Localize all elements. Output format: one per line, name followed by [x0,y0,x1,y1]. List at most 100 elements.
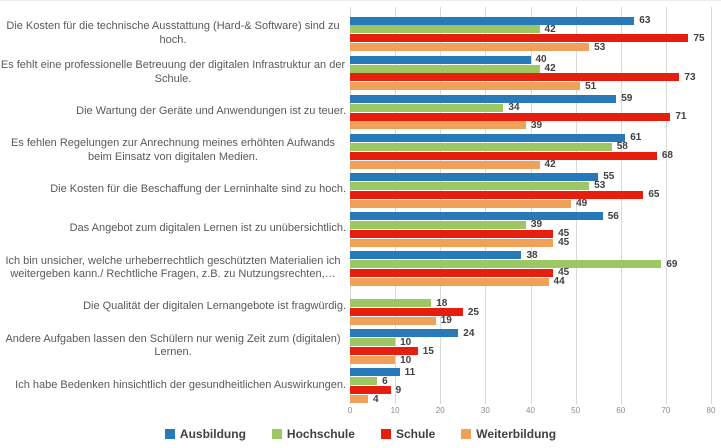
value-label: 11 [404,366,416,378]
bar-hochschule [350,25,540,34]
bar-weiterbildung [350,43,590,52]
legend-label: Weiterbildung [476,427,557,441]
gridline [575,7,577,404]
legend: Ausbildung Hochschule Schule Weiterbildung [0,424,721,444]
x-tick-label: 20 [435,406,445,415]
gridline [620,7,622,404]
bar-schule [350,347,418,356]
bar-hochschule [350,338,396,347]
category-label: Das Angebot zum digitalen Lernen ist zu … [69,222,346,235]
bar-schule [350,112,671,121]
category-label: Die Kosten für die Beschaffung der Lerni… [50,183,346,196]
value-label: 39 [530,219,543,231]
bar-hochschule [350,181,590,190]
x-tick-label: 40 [526,406,535,415]
x-tick-label: 10 [390,406,400,415]
value-label: 44 [553,276,565,288]
value-label: 58 [616,141,628,153]
x-tick-label: 80 [706,406,716,415]
bar-ausbildung [350,329,459,338]
value-label: 34 [508,102,520,114]
x-tick-label: 50 [571,406,581,415]
value-label: 40 [535,54,547,66]
bar-schule [350,190,644,199]
legend-item-schule: Schule [380,427,435,441]
bar-hochschule [350,260,662,268]
legend-swatch-icon [461,429,472,439]
bar-schule [350,229,554,238]
category-label: Die Wartung der Geräte und Anwendungen i… [76,104,346,117]
value-label: 73 [684,71,696,83]
bar-weiterbildung [350,199,572,208]
value-label: 39 [530,119,543,131]
value-label: 71 [675,111,687,122]
value-label: 56 [607,210,619,222]
legend-swatch-icon [271,429,282,439]
value-label: 4 [373,393,379,405]
value-label: 25 [467,306,479,318]
value-label: 75 [693,32,705,44]
bar-ausbildung [350,172,599,181]
gridline [665,7,667,404]
bar-hochschule [350,299,432,308]
bar-schule [350,73,680,82]
bar-hochschule [350,220,526,229]
bar-schule [350,151,657,160]
category-label: Es fehlt eine professionelle Betreuung d… [0,59,346,85]
value-label: 19 [440,315,452,327]
x-tick-label: 0 [347,406,353,415]
legend-label: Ausbildung [179,427,246,441]
value-label: 68 [661,150,673,162]
value-label: 10 [400,354,412,366]
value-label: 42 [544,63,556,74]
category-label: Andere Aufgaben lassen den Schülern nur … [5,332,341,359]
value-label: 42 [544,159,556,170]
legend-item-ausbildung: Ausbildung [164,427,246,441]
x-tick-label: 60 [616,406,626,415]
bar-weiterbildung [350,82,581,91]
x-tick-label: 30 [480,406,490,415]
value-label: 42 [544,23,556,35]
value-label: 10 [400,336,412,348]
bar-ausbildung [350,212,603,220]
value-label: 51 [585,80,597,92]
bar-schule [350,308,463,316]
category-label: Die Qualität der digitalen Lernangebote … [83,300,346,313]
value-label: 53 [594,180,606,192]
value-label: 53 [594,41,606,53]
bar-schule [350,268,554,277]
bar-ausbildung [350,251,522,260]
value-label: 59 [621,93,633,105]
bar-weiterbildung [350,238,554,247]
value-label: 49 [576,198,588,210]
value-label: 63 [639,15,651,26]
value-label: 45 [558,237,570,249]
bar-hochschule [350,64,540,73]
bar-ausbildung [350,368,400,377]
bar-weiterbildung [350,160,540,169]
value-label: 15 [422,345,434,357]
bar-weiterbildung [350,356,396,364]
value-label: 38 [526,249,538,261]
bar-ausbildung [350,16,635,25]
legend-label: Hochschule [286,427,355,441]
bar-weiterbildung [350,121,526,130]
legend-swatch-icon [380,429,391,439]
bar-weiterbildung [350,395,369,404]
bar-ausbildung [350,94,617,103]
gridline [711,7,712,404]
bar-weiterbildung [350,277,549,286]
category-label: Es fehlen Regelungen zur Anrechnung mein… [10,137,336,163]
legend-swatch-icon [164,429,175,439]
legend-item-weiterbildung: Weiterbildung [461,427,556,441]
bar-ausbildung [350,133,626,142]
value-label: 6 [382,375,388,387]
value-label: 24 [463,327,475,339]
value-label: 45 [558,267,570,279]
category-label: Ich habe Bedenken hinsichtlich der gesun… [15,378,346,391]
value-label: 45 [558,228,570,240]
bar-hochschule [350,142,612,151]
value-label: 61 [630,132,642,144]
value-label: 65 [648,189,660,201]
